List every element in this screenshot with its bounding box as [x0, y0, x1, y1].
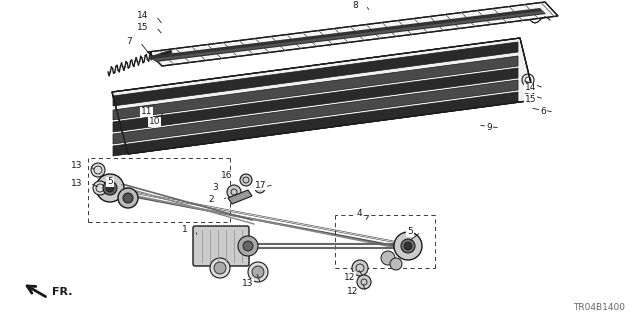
Circle shape [214, 262, 226, 274]
Text: FR.: FR. [52, 287, 72, 297]
Circle shape [248, 262, 268, 282]
FancyBboxPatch shape [193, 226, 249, 266]
Circle shape [401, 239, 415, 253]
Text: 2: 2 [209, 196, 214, 204]
Polygon shape [113, 92, 518, 156]
Polygon shape [113, 56, 518, 120]
Polygon shape [150, 8, 546, 62]
Circle shape [255, 183, 265, 193]
Circle shape [210, 258, 230, 278]
Circle shape [91, 163, 105, 177]
Text: 14: 14 [525, 84, 536, 93]
Text: 12: 12 [347, 287, 358, 296]
Text: 16: 16 [221, 170, 232, 180]
Text: 6: 6 [540, 108, 546, 116]
Text: 13: 13 [241, 279, 253, 288]
Circle shape [123, 193, 133, 203]
Circle shape [352, 260, 368, 276]
Text: 3: 3 [212, 183, 218, 192]
Circle shape [394, 232, 422, 260]
Text: 4: 4 [356, 209, 362, 218]
Text: 13: 13 [70, 161, 82, 170]
Text: 9: 9 [486, 123, 492, 132]
Circle shape [238, 236, 258, 256]
Circle shape [357, 275, 371, 289]
Circle shape [93, 181, 107, 195]
Circle shape [103, 181, 117, 195]
Polygon shape [113, 80, 518, 144]
Circle shape [118, 188, 138, 208]
Text: 10: 10 [148, 117, 160, 127]
Polygon shape [228, 190, 252, 204]
Polygon shape [112, 38, 535, 154]
Circle shape [404, 242, 412, 250]
Circle shape [243, 241, 253, 251]
Text: 5: 5 [407, 227, 413, 236]
Circle shape [381, 251, 395, 265]
Text: 14: 14 [136, 11, 148, 20]
Text: 11: 11 [141, 108, 152, 116]
Text: TR04B1400: TR04B1400 [573, 303, 625, 312]
Polygon shape [152, 11, 545, 61]
Circle shape [252, 266, 264, 278]
Circle shape [240, 174, 252, 186]
Polygon shape [148, 2, 558, 66]
Polygon shape [113, 42, 518, 106]
Text: 17: 17 [255, 181, 266, 189]
Text: 13: 13 [70, 179, 82, 188]
Text: 8: 8 [352, 1, 358, 10]
Text: 15: 15 [136, 23, 148, 32]
Circle shape [96, 174, 124, 202]
Polygon shape [113, 68, 518, 132]
Text: 5: 5 [108, 177, 113, 187]
Text: 15: 15 [525, 94, 536, 103]
Text: 7: 7 [126, 38, 132, 47]
Circle shape [227, 185, 241, 199]
Circle shape [390, 258, 402, 270]
Text: 1: 1 [182, 226, 188, 234]
Circle shape [106, 184, 114, 192]
Text: 12: 12 [344, 272, 355, 281]
